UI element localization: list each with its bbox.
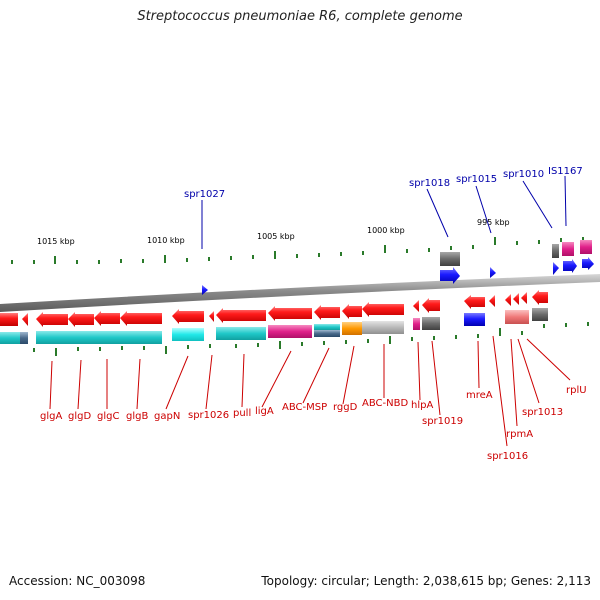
feature-label: glgB	[126, 411, 148, 422]
gene-arrow	[521, 292, 527, 304]
gene-arrow-rpmA	[505, 294, 511, 306]
feature-label: spr1015	[456, 174, 497, 185]
gene-arrow-glgD	[68, 312, 94, 327]
feature-label: rplU	[566, 385, 587, 396]
feature-label: spr1019	[422, 416, 463, 427]
reverse-strand-features	[0, 290, 548, 327]
bottom-labels: glgA glgD glgC glgB gapN spr1026 pull li…	[40, 385, 587, 462]
gene-arrow-rggD	[342, 304, 362, 319]
feature-label: spr1016	[487, 451, 528, 462]
top-ticks	[11, 237, 584, 264]
feature-label: spr1026	[188, 410, 229, 421]
feature-label: hlpA	[411, 400, 433, 411]
gene-arrow-gapN	[172, 309, 204, 324]
gene-arrow-ABC-NBD	[362, 302, 404, 317]
gene-arrow-mreA	[464, 295, 485, 309]
feature-label: glgA	[40, 411, 62, 422]
top-label-leaders	[201, 175, 567, 249]
gene-arrow-spr1019	[422, 298, 440, 313]
map-title: Streptococcus pneumoniae R6, complete ge…	[137, 9, 463, 24]
feature-label: glgD	[68, 411, 91, 422]
feature-label: ligA	[255, 406, 274, 417]
scale-label: 1010 kbp	[147, 236, 185, 245]
accession-text: Accession: NC_003098	[9, 574, 146, 588]
cog-box	[552, 244, 559, 258]
gene-arrow-spr1016	[489, 295, 495, 307]
gene-arrow-spr1015	[490, 267, 496, 278]
scale-label: 995 kbp	[477, 218, 510, 227]
gene-arrow-rplU	[532, 290, 548, 305]
feature-label: mreA	[466, 390, 493, 401]
gene-arrow-spr1010	[553, 262, 559, 275]
cog-category-row	[0, 308, 548, 344]
feature-label: spr1018	[409, 178, 450, 189]
cog-box	[580, 240, 592, 254]
gene-arrow	[0, 313, 18, 326]
gene-arrow-spr1013	[513, 293, 519, 305]
gene-arrow	[22, 313, 28, 326]
scale-label: 1000 kbp	[367, 226, 405, 235]
gene-arrow-spr1027	[202, 285, 208, 295]
feature-label: spr1027	[184, 189, 225, 200]
feature-label: IS1167	[548, 166, 583, 177]
scale-label: 1005 kbp	[257, 232, 295, 241]
feature-label: gapN	[154, 411, 180, 422]
forward-strand-features	[202, 240, 594, 295]
feature-label: ABC-MSP	[282, 402, 327, 413]
feature-label: ABC-NBD	[362, 398, 408, 409]
bottom-label-leaders	[49, 335, 571, 447]
scale-labels: 1015 kbp 1010 kbp 1005 kbp 1000 kbp 995 …	[37, 218, 510, 246]
gene-arrow-pull	[216, 308, 266, 323]
top-labels: spr1027 spr1018 spr1015 spr1010 IS1167	[184, 166, 583, 200]
scale-label: 1015 kbp	[37, 237, 75, 246]
cog-box	[440, 252, 460, 266]
feature-label: pull	[233, 408, 251, 419]
genome-summary-text: Topology: circular; Length: 2,038,615 bp…	[261, 574, 591, 588]
gene-arrow-spr1026	[209, 311, 214, 322]
gene-arrow-glgC	[94, 311, 120, 326]
genome-backbone	[0, 274, 600, 312]
gene-arrow-spr1018	[440, 267, 460, 284]
gene-arrow-IS1167	[563, 259, 577, 273]
bottom-ticks	[33, 322, 589, 356]
gene-arrow-hlpA	[413, 300, 419, 312]
gene-arrow-glgB	[120, 311, 162, 326]
feature-label: spr1010	[503, 169, 544, 180]
feature-label: spr1013	[522, 407, 563, 418]
cog-box	[562, 242, 574, 256]
feature-label: rggD	[333, 402, 358, 413]
feature-label: rpmA	[506, 429, 533, 440]
gene-arrow-ABC-MSP	[314, 305, 340, 320]
gene-arrow-glgA	[36, 312, 68, 327]
gene-arrow-ligA	[268, 306, 312, 321]
gene-arrow	[582, 257, 594, 270]
feature-label: glgC	[97, 411, 119, 422]
